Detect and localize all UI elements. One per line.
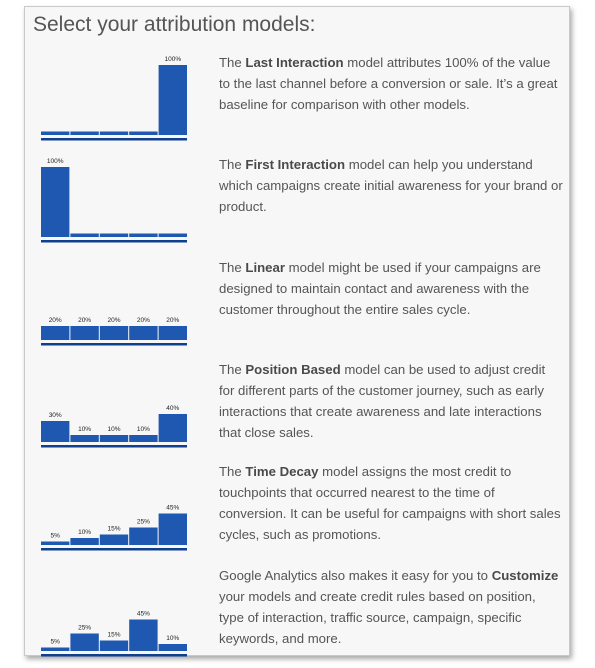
bar-label-5: 40% bbox=[166, 405, 179, 412]
model-name: Customize bbox=[491, 568, 559, 583]
bar-label-1: 100% bbox=[47, 158, 64, 165]
model-row-position-based: 30% 10% 10% 10% 40% The Position Based model… bbox=[25, 354, 571, 459]
model-name: Position Based bbox=[245, 362, 341, 377]
bar-5 bbox=[158, 644, 187, 651]
bar-label-2: 20% bbox=[78, 317, 91, 324]
bar-label-4: 45% bbox=[137, 611, 150, 618]
bar-label-2: 10% bbox=[78, 426, 91, 433]
bar-1 bbox=[41, 167, 70, 237]
time-decay-description: The Time Decay model assigns the most cr… bbox=[219, 461, 564, 545]
linear-description: The Linear model might be used if your c… bbox=[219, 257, 564, 320]
bar-label-4: 10% bbox=[137, 426, 150, 433]
description-prefix: The bbox=[219, 157, 246, 172]
model-row-custom: 5% 25% 15% 45% 10% Google Analytics also mak… bbox=[25, 563, 571, 668]
chart-baseline bbox=[41, 343, 187, 346]
bar-3 bbox=[99, 435, 129, 442]
chart-baseline bbox=[41, 548, 187, 551]
description-body: model might be used if your campaigns ar… bbox=[219, 260, 541, 317]
bar-4 bbox=[129, 527, 158, 545]
last-interaction-description: The Last Interaction model attributes 10… bbox=[219, 52, 564, 115]
description-prefix: The bbox=[219, 464, 246, 479]
model-row-last-interaction: 100% The Last Interaction model attribut… bbox=[25, 47, 571, 152]
model-name: Last Interaction bbox=[245, 55, 344, 70]
linear-chart: 20% 20% 20% 20% 20% bbox=[41, 317, 187, 346]
bar-1 bbox=[41, 131, 70, 135]
first-interaction-description: The First Interaction model can help you… bbox=[219, 154, 564, 217]
bar-2 bbox=[70, 131, 99, 135]
bar-label-2: 25% bbox=[78, 625, 91, 632]
bar-3 bbox=[99, 534, 129, 545]
bar-5 bbox=[158, 414, 187, 442]
bar-2 bbox=[70, 233, 99, 237]
bar-1 bbox=[41, 326, 70, 340]
bar-3 bbox=[99, 640, 129, 651]
bar-2 bbox=[70, 538, 99, 545]
description-prefix: The bbox=[219, 362, 246, 377]
bar-label-5: 10% bbox=[166, 635, 179, 642]
description-body: model can help you understand which camp… bbox=[219, 157, 563, 214]
description-body: model attributes 100% of the value to th… bbox=[219, 55, 558, 112]
custom-description: Google Analytics also makes it easy for … bbox=[219, 565, 564, 649]
bar-5 bbox=[158, 326, 187, 340]
description-prefix: Google Analytics also makes it easy for … bbox=[219, 568, 492, 583]
bar-4 bbox=[129, 131, 158, 135]
bar-label-4: 25% bbox=[137, 519, 150, 526]
custom-chart: 5% 25% 15% 45% 10% bbox=[41, 611, 187, 657]
bar-label-2: 10% bbox=[78, 529, 91, 536]
bar-2 bbox=[70, 326, 99, 340]
first-interaction-chart: 100% bbox=[41, 158, 187, 243]
chart-baseline bbox=[41, 445, 187, 448]
bar-4 bbox=[129, 326, 158, 340]
description-body: model can be used to adjust credit for d… bbox=[219, 362, 546, 440]
description-body: your models and create credit rules base… bbox=[219, 589, 536, 646]
bar-1 bbox=[41, 647, 70, 651]
position-based-description: The Position Based model can be used to … bbox=[219, 359, 564, 443]
bar-5 bbox=[158, 65, 187, 135]
bar-label-5: 45% bbox=[166, 505, 179, 512]
position-based-chart: 30% 10% 10% 10% 40% bbox=[41, 405, 187, 448]
attribution-models-card: Select your attribution models: 100% The… bbox=[24, 6, 571, 657]
bar-label-1: 30% bbox=[49, 412, 62, 419]
bar-label-1: 5% bbox=[50, 639, 60, 646]
bar-4 bbox=[129, 619, 158, 651]
bar-label-3: 15% bbox=[107, 632, 120, 639]
model-row-time-decay: 5% 10% 15% 25% 45% The Time Decay model assi… bbox=[25, 457, 571, 562]
bar-4 bbox=[129, 435, 158, 442]
bar-5 bbox=[158, 233, 187, 237]
description-prefix: The bbox=[219, 55, 246, 70]
chart-baseline bbox=[41, 240, 187, 243]
description-prefix: The bbox=[219, 260, 246, 275]
bar-1 bbox=[41, 541, 70, 545]
bar-3 bbox=[99, 131, 129, 135]
last-interaction-chart: 100% bbox=[41, 56, 187, 141]
model-name: Time Decay bbox=[245, 464, 319, 479]
bar-2 bbox=[70, 633, 99, 651]
time-decay-chart: 5% 10% 15% 25% 45% bbox=[41, 505, 187, 551]
bar-5 bbox=[158, 513, 187, 545]
model-name: Linear bbox=[245, 260, 285, 275]
bar-label-3: 10% bbox=[107, 426, 120, 433]
bar-3 bbox=[99, 326, 129, 340]
bar-2 bbox=[70, 435, 99, 442]
bar-label-3: 15% bbox=[107, 526, 120, 533]
bar-3 bbox=[99, 233, 129, 237]
bar-label-5: 100% bbox=[164, 56, 181, 63]
bar-label-4: 20% bbox=[137, 317, 150, 324]
bar-label-1: 5% bbox=[50, 533, 60, 540]
bar-label-3: 20% bbox=[107, 317, 120, 324]
model-row-linear: 20% 20% 20% 20% 20% The Linear model might b… bbox=[25, 252, 571, 357]
chart-baseline bbox=[41, 654, 187, 657]
model-row-first-interaction: 100% The First Interaction model can hel… bbox=[25, 149, 571, 254]
bar-label-1: 20% bbox=[49, 317, 62, 324]
model-name: First Interaction bbox=[245, 157, 346, 172]
description-body: model assigns the most credit to touchpo… bbox=[219, 464, 561, 542]
page-title: Select your attribution models: bbox=[33, 13, 316, 36]
bar-label-5: 20% bbox=[166, 317, 179, 324]
chart-baseline bbox=[41, 138, 187, 141]
bar-1 bbox=[41, 421, 70, 442]
bar-4 bbox=[129, 233, 158, 237]
